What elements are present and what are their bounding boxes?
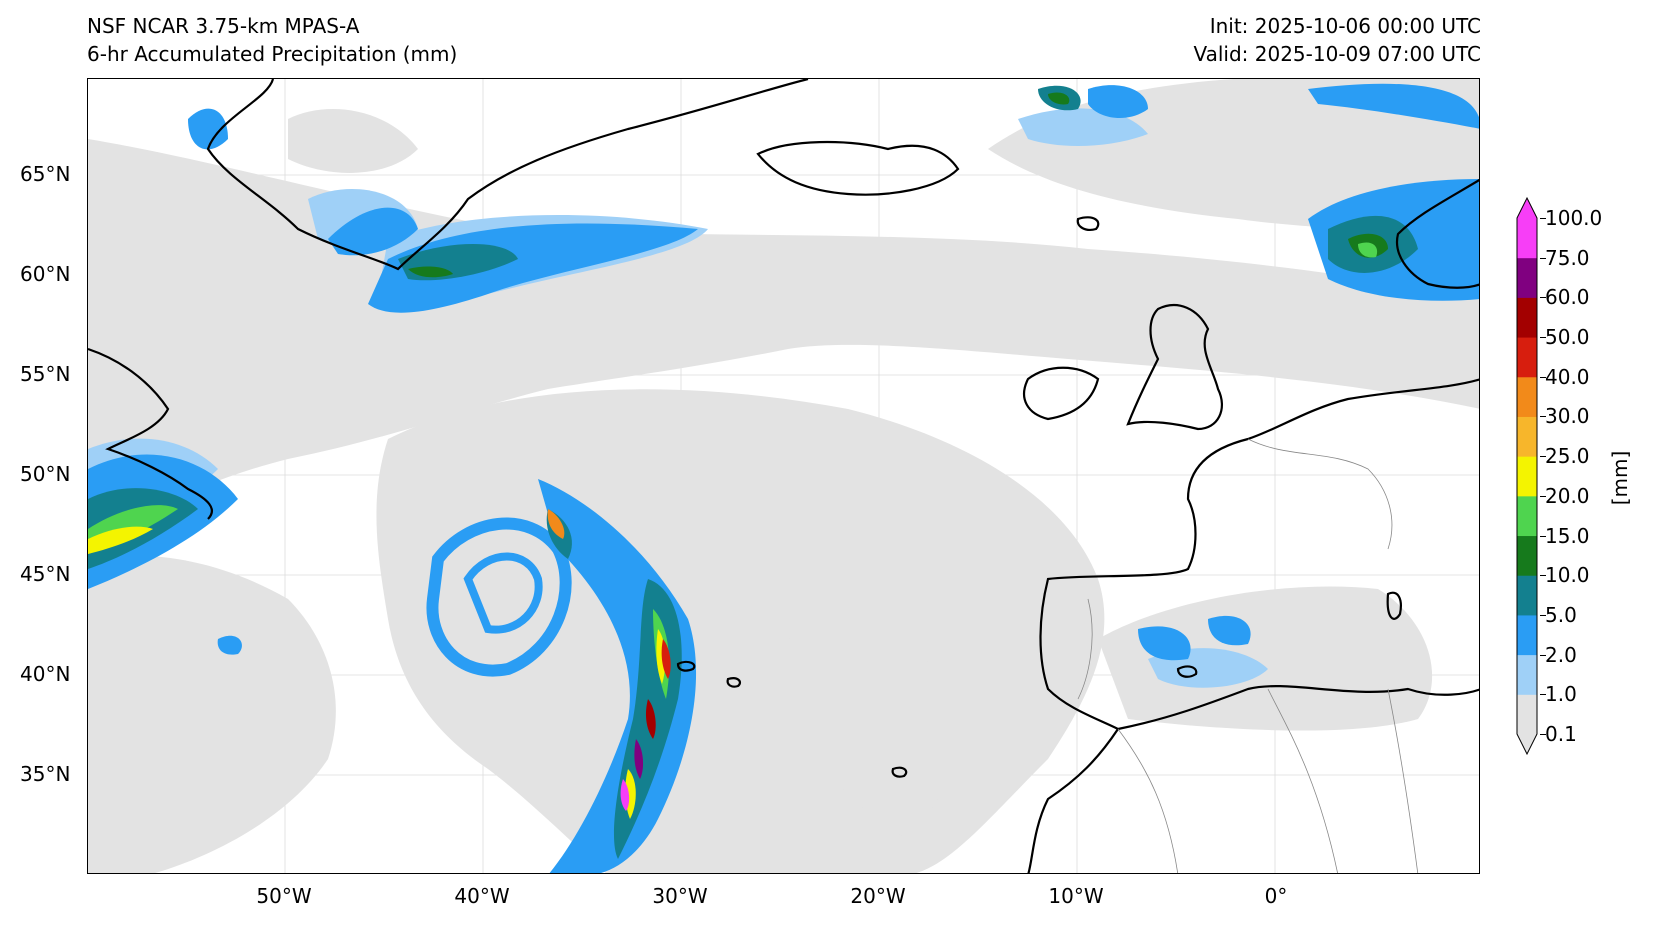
lon-label-30w: 30°W (652, 884, 708, 908)
lat-label-60: 60°N (20, 262, 71, 286)
lat-label-35: 35°N (20, 762, 71, 786)
lat-label-45: 45°N (20, 562, 71, 586)
colorbar-bin (1517, 614, 1537, 656)
colorbar-tick-label: 100.0 (1545, 206, 1603, 230)
colorbar-tick (1540, 257, 1546, 259)
lon-label-40w: 40°W (454, 884, 510, 908)
colorbar-tick-label: 30.0 (1545, 404, 1590, 429)
lon-label-20w: 20°W (850, 884, 906, 908)
lat-label-40: 40°N (20, 662, 71, 686)
colorbar-bin (1517, 535, 1537, 576)
colorbar-tick (1540, 416, 1546, 418)
colorbar-tick (1540, 614, 1546, 616)
colorbar-tick (1540, 654, 1546, 656)
colorbar-tick (1540, 734, 1546, 735)
colorbar-tick (1540, 535, 1546, 537)
colorbar-tick-label: 60.0 (1545, 285, 1590, 310)
colorbar-bin (1517, 297, 1537, 338)
colorbar-tick-label: 10.0 (1545, 563, 1590, 588)
heavy-precip-cores (547, 509, 671, 811)
colorbar-tick (1540, 218, 1546, 219)
valid-time: Valid: 2025-10-09 07:00 UTC (1193, 42, 1481, 66)
colorbar-extend-min (1517, 734, 1537, 754)
colorbar-tick (1540, 456, 1546, 458)
init-time: Init: 2025-10-06 00:00 UTC (1209, 14, 1481, 38)
colorbar-tick (1540, 376, 1546, 378)
lat-label-55: 55°N (20, 362, 71, 386)
colorbar-bin (1517, 218, 1537, 259)
colorbar-tick-label: 1.0 (1545, 682, 1577, 707)
figure-title: NSF NCAR 3.75-km MPAS-A 6-hr Accumulated… (87, 12, 457, 68)
precipitation-map (87, 78, 1480, 874)
colorbar-tick-label: 15.0 (1545, 523, 1590, 548)
colorbar-bin (1517, 376, 1537, 417)
lon-label-0: 0° (1264, 884, 1288, 908)
light-precip-field (88, 79, 1479, 873)
colorbar-extend-max (1517, 198, 1537, 218)
colorbar-tick-label: 5.0 (1545, 602, 1577, 627)
colorbar-tick (1540, 575, 1546, 577)
colorbar-outline (1516, 196, 1538, 756)
colorbar-unit: [mm] (1608, 450, 1632, 506)
colorbar-bin (1517, 257, 1537, 298)
colorbar-tick (1540, 694, 1546, 696)
colorbar-tick-label: 0.1 (1545, 722, 1577, 746)
colorbar-bin (1517, 694, 1537, 735)
colorbar-bin (1517, 337, 1537, 378)
colorbar-tick (1540, 495, 1546, 497)
colorbar-tick-label: 50.0 (1545, 325, 1590, 350)
lat-label-50: 50°N (20, 462, 71, 486)
colorbar-bin (1517, 456, 1537, 497)
colorbar-tick-label: 2.0 (1545, 642, 1577, 667)
coastlines (88, 79, 1479, 873)
colorbar-tick-label: 75.0 (1545, 245, 1590, 270)
lat-label-65: 65°N (20, 162, 71, 186)
colorbar-bin (1517, 416, 1537, 457)
colorbar (1516, 196, 1538, 756)
country-borders (1077, 438, 1419, 873)
colorbar-tick-label: 40.0 (1545, 364, 1590, 389)
lon-label-10w: 10°W (1048, 884, 1104, 908)
colorbar-bin (1517, 654, 1537, 695)
colorbar-tick (1540, 297, 1546, 299)
map-canvas (88, 79, 1479, 873)
darkgreen-precip (408, 92, 1388, 278)
colorbar-tick-label: 25.0 (1545, 444, 1590, 469)
field-name: 6-hr Accumulated Precipitation (mm) (87, 42, 458, 66)
time-info: Init: 2025-10-06 00:00 UTC Valid: 2025-1… (1193, 12, 1481, 68)
colorbar-tick (1540, 337, 1546, 339)
colorbar-bin (1517, 495, 1537, 537)
model-name: NSF NCAR 3.75-km MPAS-A (87, 14, 360, 38)
colorbar-bin (1517, 575, 1537, 616)
lon-label-50w: 50°W (256, 884, 312, 908)
colorbar-tick-label: 20.0 (1545, 483, 1590, 508)
